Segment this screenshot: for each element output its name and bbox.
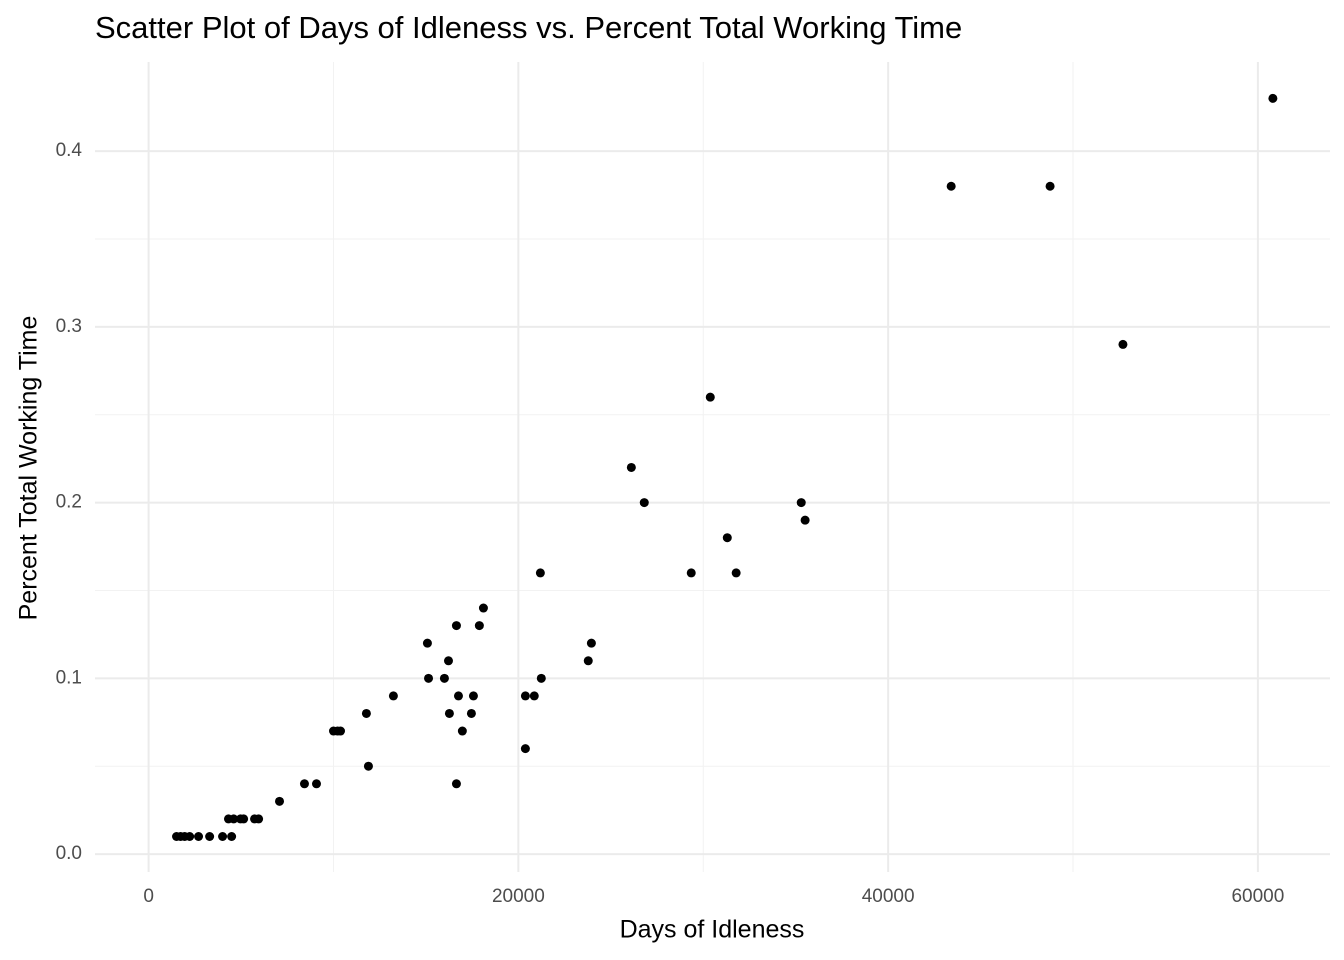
- x-tick-label: 20000: [492, 886, 545, 907]
- chart-title: Scatter Plot of Days of Idleness vs. Per…: [95, 10, 962, 45]
- y-tick-label: 0.1: [56, 667, 82, 688]
- point: [363, 761, 373, 771]
- point: [586, 638, 596, 648]
- y-axis-title: Percent Total Working Time: [15, 316, 43, 621]
- point: [535, 568, 545, 578]
- point: [796, 498, 806, 508]
- point: [478, 603, 488, 613]
- point: [451, 779, 461, 789]
- point: [443, 656, 453, 666]
- y-tick-label: 0.0: [56, 843, 82, 864]
- point: [185, 831, 195, 841]
- point: [361, 708, 371, 718]
- point: [218, 831, 228, 841]
- x-axis-title: Days of Idleness: [620, 916, 805, 944]
- point: [275, 796, 285, 806]
- point: [722, 533, 732, 543]
- point: [520, 744, 530, 754]
- point: [205, 831, 215, 841]
- point: [529, 691, 539, 701]
- point: [946, 181, 956, 191]
- point: [466, 708, 476, 718]
- point: [731, 568, 741, 578]
- y-tick-label: 0.2: [56, 492, 82, 513]
- point: [453, 691, 463, 701]
- x-tick-label: 60000: [1231, 886, 1284, 907]
- point: [468, 691, 478, 701]
- point: [311, 779, 321, 789]
- point: [1045, 181, 1055, 191]
- point: [299, 779, 309, 789]
- point: [439, 673, 449, 683]
- point: [800, 515, 810, 525]
- point: [422, 638, 432, 648]
- point: [336, 726, 346, 736]
- point: [239, 814, 249, 824]
- point: [424, 673, 434, 683]
- x-tick-label: 40000: [862, 886, 915, 907]
- point: [1268, 93, 1278, 103]
- point: [457, 726, 467, 736]
- point: [705, 392, 715, 402]
- point: [583, 656, 593, 666]
- point: [626, 462, 636, 472]
- x-tick-label: 0: [143, 886, 154, 907]
- point: [686, 568, 696, 578]
- point: [1118, 339, 1128, 349]
- point: [444, 708, 454, 718]
- point: [194, 831, 204, 841]
- point: [388, 691, 398, 701]
- y-tick-label: 0.4: [56, 140, 83, 161]
- point: [451, 621, 461, 631]
- y-tick-label: 0.3: [56, 316, 82, 337]
- point: [639, 498, 649, 508]
- point: [229, 814, 239, 824]
- point: [520, 691, 530, 701]
- grid: [95, 62, 1330, 872]
- point: [474, 621, 484, 631]
- point: [227, 831, 237, 841]
- point: [536, 673, 546, 683]
- point: [254, 814, 264, 824]
